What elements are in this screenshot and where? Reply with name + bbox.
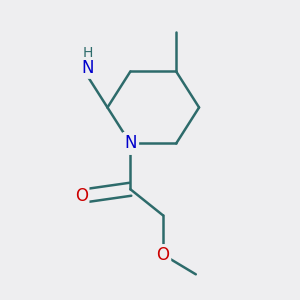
Text: O: O (157, 246, 169, 264)
Text: O: O (75, 187, 88, 205)
Text: H: H (83, 46, 93, 61)
Text: N: N (124, 134, 136, 152)
Text: N: N (82, 59, 94, 77)
